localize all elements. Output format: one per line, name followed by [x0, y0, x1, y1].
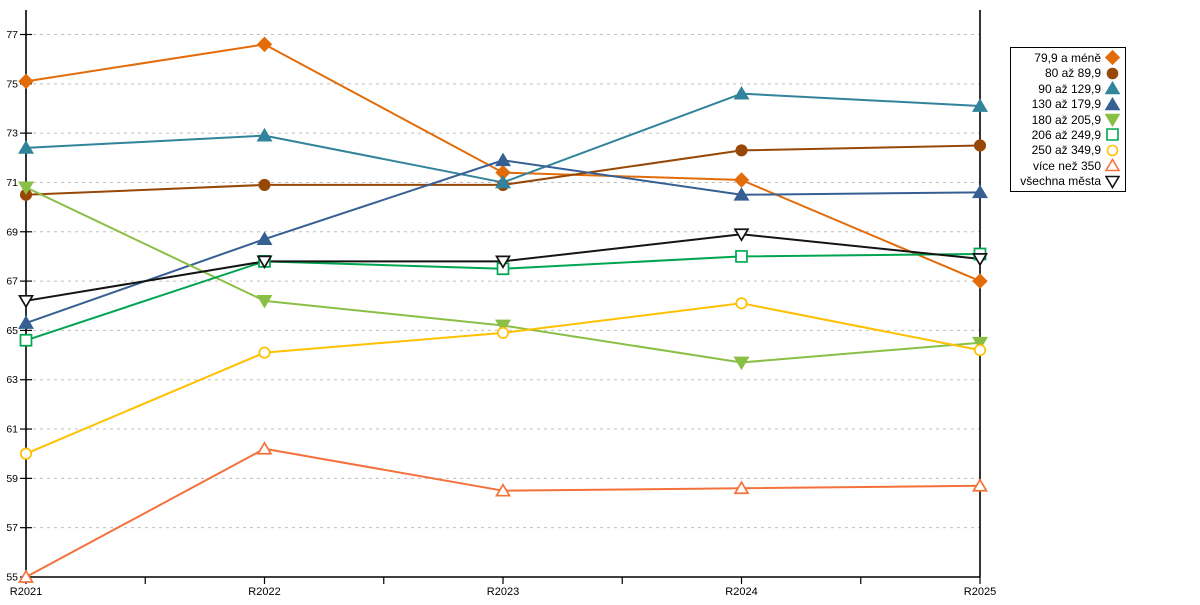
data-point-marker-diamond-icon — [733, 172, 750, 188]
data-point-marker-triangle-up-icon — [733, 480, 750, 495]
y-axis-label: 69 — [6, 226, 18, 238]
data-point-marker-triangle-up-icon — [495, 152, 511, 167]
data-point-marker-triangle-down-icon — [18, 181, 34, 196]
legend-item-2: 90 až 129,9 — [1013, 81, 1120, 96]
data-point-marker-triangle-down-icon — [495, 319, 511, 334]
data-point-marker-triangle-down-icon — [256, 294, 273, 309]
data-point-marker-diamond-icon — [256, 36, 273, 53]
data-point-marker-triangle-up-icon — [972, 184, 988, 199]
legend-marker-triangle-down-icon — [1105, 175, 1120, 189]
y-axis-label: 65 — [6, 325, 18, 337]
x-axis-label: R2024 — [725, 586, 757, 598]
y-axis-label: 73 — [6, 128, 18, 140]
data-point-marker-triangle-up-icon — [256, 127, 273, 142]
y-axis-label: 57 — [6, 522, 18, 534]
legend-item-6: 250 až 349,9 — [1013, 143, 1120, 158]
square-shape — [1106, 128, 1119, 142]
y-axis-label: 63 — [6, 374, 18, 386]
x-axis-label: R2025 — [964, 586, 996, 598]
data-point-marker-triangle-up-icon — [18, 140, 34, 154]
triangle-up-shape — [1105, 158, 1120, 172]
data-point-marker-circle-icon — [258, 346, 271, 359]
y-axis-label: 61 — [6, 424, 18, 436]
legend-item-3: 130 až 179,9 — [1013, 96, 1120, 111]
legend-marker-circle-icon — [1106, 67, 1119, 79]
data-point-marker-square-icon — [19, 333, 33, 347]
legend-item-label: 250 až 349,9 — [1031, 143, 1101, 158]
data-point-marker-circle-icon — [735, 144, 748, 157]
data-point-marker-triangle-down-icon — [18, 294, 34, 309]
legend-marker-triangle-up-icon — [1105, 81, 1120, 95]
y-axis-label: 55 — [6, 572, 18, 584]
legend-marker-triangle-up-icon — [1105, 158, 1120, 172]
legend-item-label: 130 až 179,9 — [1031, 97, 1101, 112]
data-point-marker-triangle-down-icon — [972, 336, 988, 351]
legend-marker-diamond-icon — [1105, 50, 1120, 66]
triangle-up-shape — [1105, 81, 1120, 95]
legend-marker-triangle-up-icon — [1105, 96, 1120, 110]
y-axis-label: 67 — [6, 276, 18, 288]
legend-item-label: všechna města — [1020, 174, 1101, 189]
data-point-marker-triangle-up-icon — [733, 187, 750, 201]
triangle-down-shape — [1105, 175, 1120, 189]
data-point-marker-circle-icon — [735, 297, 748, 310]
x-axis-label: R2021 — [10, 586, 42, 598]
data-point-marker-triangle-down-icon — [972, 253, 988, 267]
data-point-marker-diamond-icon — [18, 73, 34, 90]
data-point-marker-triangle-up-icon — [256, 231, 273, 246]
data-point-marker-triangle-up-icon — [256, 441, 273, 455]
legend: 79,9 a méně 80 až 89,9 90 až 129,9 130 až 1… — [1010, 47, 1126, 192]
data-point-marker-triangle-up-icon — [18, 315, 34, 329]
y-axis-label: 77 — [6, 29, 18, 41]
data-point-marker-circle-icon — [973, 139, 987, 152]
diamond-shape — [1105, 50, 1120, 66]
legend-item-4: 180 až 205,9 — [1013, 112, 1120, 127]
data-point-marker-triangle-down-icon — [733, 356, 750, 371]
legend-item-5: 206 až 249,9 — [1013, 127, 1120, 142]
legend-item-8: všechna města — [1013, 174, 1120, 189]
series-line-7 — [25, 447, 981, 578]
legend-item-label: 180 až 205,9 — [1031, 112, 1101, 127]
data-point-marker-square-icon — [735, 250, 748, 263]
circle-shape — [1106, 67, 1119, 79]
circle-shape — [1106, 144, 1119, 157]
data-point-marker-triangle-up-icon — [972, 98, 988, 112]
legend-item-1: 80 až 89,9 — [1013, 65, 1120, 80]
triangle-up-shape — [1105, 96, 1120, 110]
data-point-marker-triangle-down-icon — [495, 255, 511, 270]
legend-marker-square-icon — [1106, 128, 1119, 142]
triangle-down-shape — [1105, 113, 1120, 127]
legend-marker-triangle-down-icon — [1105, 113, 1120, 127]
data-point-marker-circle-icon — [19, 447, 33, 460]
data-point-marker-triangle-up-icon — [495, 483, 511, 497]
data-point-marker-triangle-down-icon — [256, 255, 273, 270]
data-point-marker-triangle-up-icon — [972, 478, 988, 492]
data-point-marker-diamond-icon — [972, 273, 988, 289]
x-axis-label: R2023 — [487, 586, 519, 598]
data-point-marker-triangle-down-icon — [733, 228, 750, 242]
data-point-marker-triangle-up-icon — [733, 86, 750, 100]
data-point-marker-circle-icon — [973, 344, 987, 357]
data-point-marker-circle-icon — [496, 326, 510, 339]
legend-item-label: 206 až 249,9 — [1031, 127, 1101, 142]
legend-item-0: 79,9 a méně — [1013, 50, 1120, 66]
y-axis-label: 59 — [6, 473, 18, 485]
legend-marker-circle-icon — [1106, 144, 1119, 157]
legend-item-7: více než 350 — [1013, 158, 1120, 173]
data-point-marker-triangle-up-icon — [495, 174, 511, 189]
legend-item-label: 79,9 a méně — [1034, 50, 1101, 65]
y-axis-label: 71 — [6, 177, 18, 189]
legend-item-label: více než 350 — [1032, 158, 1101, 173]
x-axis-label: R2022 — [248, 586, 280, 598]
data-point-marker-circle-icon — [258, 178, 271, 191]
y-axis-label: 75 — [6, 78, 18, 90]
data-point-marker-triangle-up-icon — [18, 569, 34, 583]
legend-item-label: 90 až 129,9 — [1038, 81, 1101, 96]
legend-item-label: 80 až 89,9 — [1044, 66, 1101, 81]
